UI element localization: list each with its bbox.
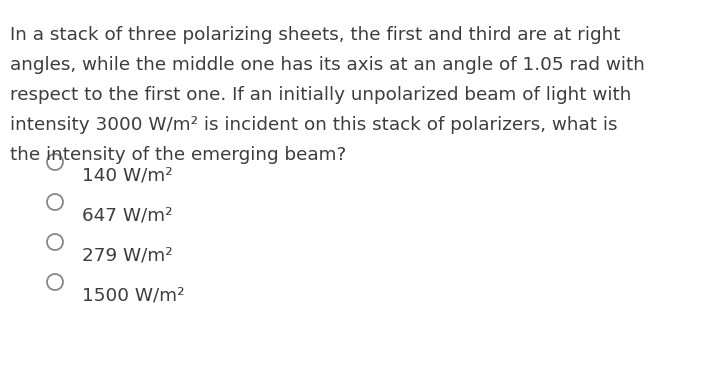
Text: 279 W/m²: 279 W/m²	[82, 246, 172, 264]
Text: respect to the first one. If an initially unpolarized beam of light with: respect to the first one. If an initiall…	[10, 86, 632, 104]
Text: 1500 W/m²: 1500 W/m²	[82, 286, 185, 304]
Text: intensity 3000 W/m² is incident on this stack of polarizers, what is: intensity 3000 W/m² is incident on this …	[10, 116, 617, 134]
Text: 140 W/m²: 140 W/m²	[82, 166, 172, 184]
Text: 647 W/m²: 647 W/m²	[82, 206, 172, 224]
Text: angles, while the middle one has its axis at an angle of 1.05 rad with: angles, while the middle one has its axi…	[10, 56, 645, 74]
Text: In a stack of three polarizing sheets, the first and third are at right: In a stack of three polarizing sheets, t…	[10, 26, 621, 44]
Text: the intensity of the emerging beam?: the intensity of the emerging beam?	[10, 146, 346, 164]
